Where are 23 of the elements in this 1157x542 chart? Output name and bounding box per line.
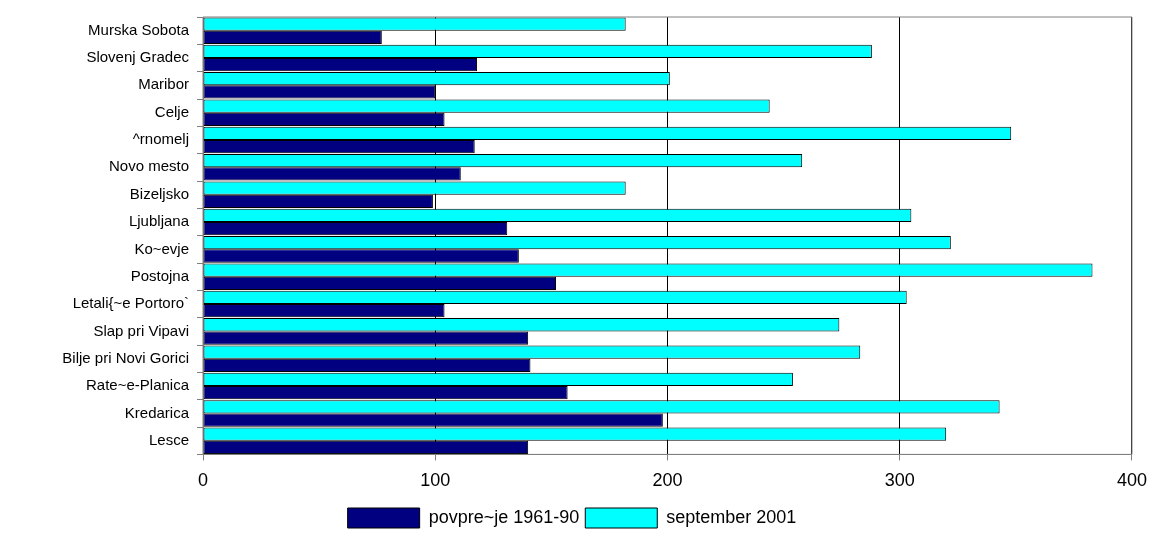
x-tick-label: 100 <box>420 470 451 491</box>
y-tick-label: Murska Sobota <box>88 20 190 38</box>
y-tick-label: Lesce <box>148 430 189 448</box>
y-tick-label: ^rnomelj <box>132 130 189 148</box>
y-tick-label: Maribor <box>138 75 189 93</box>
y-tick-label: Celje <box>154 102 189 120</box>
legend-label: september 2001 <box>666 506 797 527</box>
x-tick-label: 300 <box>884 470 915 491</box>
y-tick-label: Letali{~e Portoro` <box>72 294 189 312</box>
x-tick-label: 200 <box>652 470 683 491</box>
y-tick-label: Bizeljsko <box>129 184 189 202</box>
y-tick-label: Slovenj Gradec <box>86 48 190 66</box>
x-tick-label: 400 <box>1116 470 1148 491</box>
y-tick-label: Rate~e-Planica <box>86 376 190 394</box>
y-tick-label: Slap pri Vipavi <box>93 321 189 339</box>
y-tick-label: Ljubljana <box>128 212 190 230</box>
y-tick-label: Novo mesto <box>108 157 189 175</box>
x-tick-label: 0 <box>197 470 209 491</box>
legend-label: povpre~je 1961-90 <box>428 506 580 527</box>
y-tick-label: Bilje pri Novi Gorici <box>62 348 189 366</box>
y-tick-label: Ko~evje <box>134 239 189 257</box>
y-tick-label: Kredarica <box>124 403 190 421</box>
y-tick-label: Postojna <box>130 266 190 284</box>
